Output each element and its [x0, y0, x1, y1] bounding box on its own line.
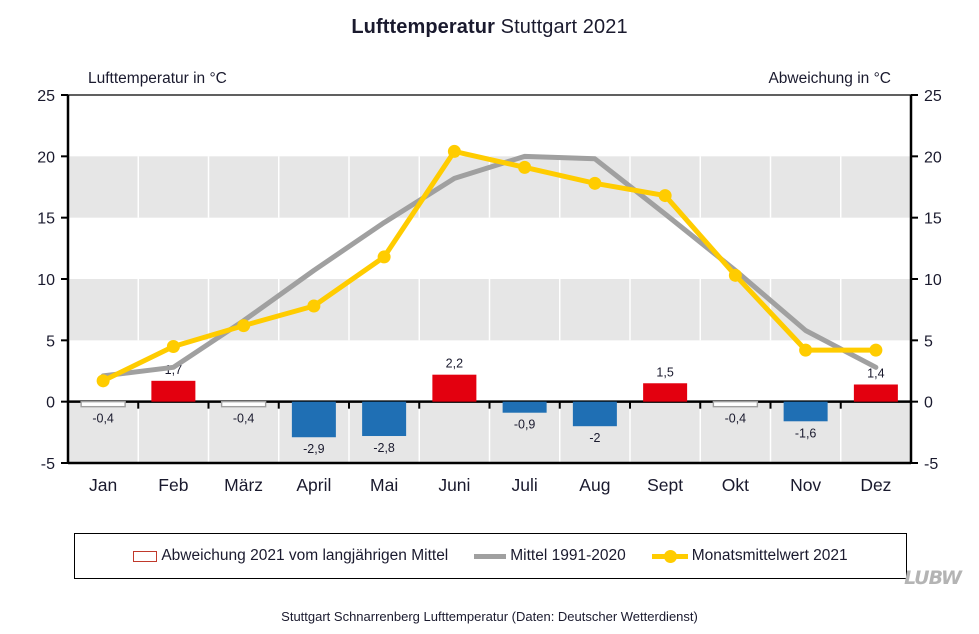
bar-value-label: -2,8	[373, 441, 395, 455]
lubw-logo: LUBW	[904, 567, 962, 589]
legend-label-deviation: Abweichung 2021 vom langjährigen Mittel	[161, 547, 449, 564]
line-monthly-marker	[869, 343, 883, 357]
line-monthly-marker	[166, 339, 180, 353]
bar-value-label: -2	[589, 431, 600, 445]
legend-swatch-rect-icon	[133, 550, 158, 562]
bar-deviation	[572, 401, 617, 427]
bar-deviation	[80, 400, 126, 408]
bar-deviation	[502, 401, 547, 413]
legend-item-monthly: Monatsmittelwert 2021	[651, 547, 848, 565]
y-axis-label-right: Abweichung in °C	[768, 70, 891, 87]
bar-value-label: -0,4	[725, 412, 747, 426]
bar-deviation	[643, 383, 688, 402]
y-tick-label-right: 0	[924, 395, 933, 412]
bar-value-label: 2,2	[446, 357, 463, 371]
y-tick-label-left: 20	[37, 149, 55, 166]
x-axis-month-label: Aug	[579, 475, 610, 495]
line-monthly-marker	[307, 299, 321, 313]
line-monthly-marker	[658, 189, 672, 203]
bar-value-label: 1,4	[867, 366, 884, 380]
y-tick-label-left: 5	[46, 333, 55, 350]
y-tick-label-right: 5	[924, 333, 933, 350]
legend-swatch-line-icon	[474, 553, 507, 559]
y-tick-label-left: -5	[41, 456, 55, 473]
y-tick-label-left: 15	[37, 211, 55, 228]
title-rest: Stuttgart 2021	[494, 16, 628, 38]
bar-value-label: -0,4	[233, 412, 255, 426]
y-tick-label-right: 15	[924, 211, 942, 228]
bar-deviation	[220, 400, 267, 408]
x-axis-month-label: Okt	[722, 475, 749, 495]
y-tick-label-right: 25	[924, 88, 942, 105]
x-axis-month-label: Feb	[158, 475, 188, 495]
x-axis-month-label: April	[296, 475, 331, 495]
page-title: Lufttemperatur Stuttgart 2021	[0, 16, 979, 39]
line-monthly-marker	[728, 268, 742, 282]
x-axis-month-label: Juli	[511, 475, 537, 495]
x-axis-month-label: Mai	[370, 475, 398, 495]
legend-swatch-line-marker-icon	[651, 549, 688, 563]
legend-label-monthly: Monatsmittelwert 2021	[691, 547, 848, 564]
bar-deviation	[712, 400, 759, 408]
y-tick-label-right: 20	[924, 149, 942, 166]
title-bold: Lufttemperatur	[351, 16, 495, 38]
bar-value-label: -2,9	[303, 442, 325, 456]
bar-value-label: -0,9	[514, 418, 536, 432]
x-axis-month-label: März	[224, 475, 263, 495]
chart-caption: Stuttgart Schnarrenberg Lufttemperatur (…	[281, 609, 698, 624]
line-monthly-marker	[447, 144, 461, 158]
x-axis-month-label: Dez	[860, 475, 891, 495]
y-tick-label-right: 10	[924, 272, 942, 289]
bar-deviation	[783, 401, 828, 422]
line-monthly-marker	[588, 176, 602, 190]
bar-deviation	[362, 401, 407, 437]
y-tick-label-left: 25	[37, 88, 55, 105]
bar-value-label: 1,5	[656, 365, 673, 379]
bar-deviation	[291, 401, 336, 438]
legend-label-mean: Mittel 1991-2020	[510, 547, 626, 564]
line-monthly-marker	[96, 374, 110, 388]
y-tick-label-left: 10	[37, 272, 55, 289]
bar-deviation	[853, 384, 898, 402]
line-monthly-marker	[518, 160, 532, 174]
x-axis-month-label: Sept	[647, 475, 683, 495]
legend-item-mean: Mittel 1991-2020	[474, 547, 626, 565]
line-monthly-2021	[100, 148, 879, 384]
bar-deviation	[151, 380, 196, 402]
x-axis-month-label: Nov	[790, 475, 821, 495]
bar-value-label: -0,4	[92, 412, 114, 426]
y-tick-label-right: -5	[924, 456, 938, 473]
x-axis-month-label: Jan	[89, 475, 117, 495]
y-axis-label-left: Lufttemperatur in °C	[88, 70, 227, 87]
bar-value-label: -1,6	[795, 426, 817, 440]
line-monthly-marker	[377, 250, 391, 264]
y-tick-label-left: 0	[46, 395, 55, 412]
bar-deviation	[432, 374, 477, 402]
legend-item-deviation: Abweichung 2021 vom langjährigen Mittel	[133, 547, 448, 565]
x-axis-month-label: Juni	[438, 475, 470, 495]
line-monthly-marker	[237, 319, 251, 333]
line-monthly-marker	[799, 343, 813, 357]
chart-legend: Abweichung 2021 vom langjährigen Mittel …	[74, 533, 907, 579]
